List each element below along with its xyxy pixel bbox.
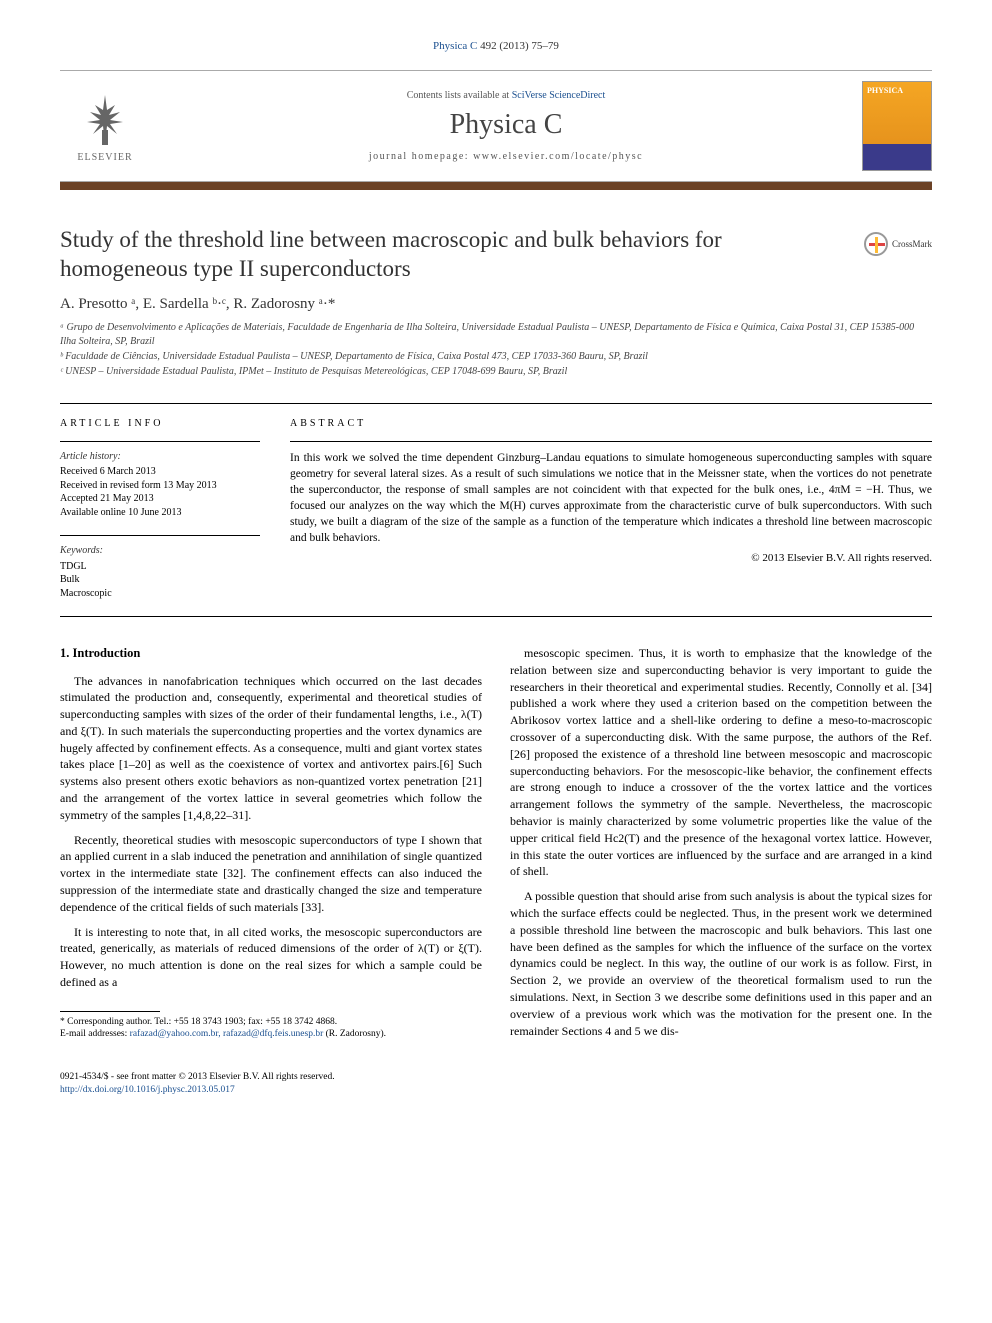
abstract-heading: ABSTRACT <box>290 418 932 429</box>
footnote-email-label: E-mail addresses: <box>60 1029 130 1039</box>
footer-issn: 0921-4534/$ - see front matter © 2013 El… <box>60 1071 932 1083</box>
header-journal-link[interactable]: Physica C <box>433 40 477 52</box>
keyword: Bulk <box>60 573 260 587</box>
affiliation: ᵇ Faculdade de Ciências, Universidade Es… <box>60 350 932 364</box>
crossmark-badge[interactable]: CrossMark <box>864 232 932 256</box>
left-column: 1. Introduction The advances in nanofabr… <box>60 645 482 1047</box>
footnote-email-attrib: (R. Zadorosny). <box>323 1029 386 1039</box>
journal-cover-thumb: PHYSICA <box>862 81 932 171</box>
body-paragraph: Recently, theoretical studies with mesos… <box>60 832 482 916</box>
cover-label: PHYSICA <box>863 82 931 99</box>
abstract: ABSTRACT In this work we solved the time… <box>290 418 932 601</box>
publisher-logo: ELSEVIER <box>60 90 150 163</box>
keyword: TDGL <box>60 560 260 574</box>
journal-name: Physica C <box>150 109 862 141</box>
history-item: Received in revised form 13 May 2013 <box>60 479 260 493</box>
corresponding-author-footnote: * Corresponding author. Tel.: +55 18 374… <box>60 1016 482 1041</box>
masthead: ELSEVIER Contents lists available at Sci… <box>60 70 932 182</box>
crossmark-label: CrossMark <box>892 239 932 249</box>
running-header: Physica C 492 (2013) 75–79 <box>60 40 932 52</box>
history-item: Accepted 21 May 2013 <box>60 492 260 506</box>
body-columns: 1. Introduction The advances in nanofabr… <box>60 645 932 1047</box>
abstract-copyright: © 2013 Elsevier B.V. All rights reserved… <box>290 552 932 564</box>
history-item: Received 6 March 2013 <box>60 465 260 479</box>
body-paragraph: A possible question that should arise fr… <box>510 888 932 1039</box>
masthead-rule <box>60 182 932 190</box>
affiliation: ᵃ Grupo de Desenvolvimento e Aplicações … <box>60 321 932 349</box>
history-item: Available online 10 June 2013 <box>60 506 260 520</box>
contents-line: Contents lists available at SciVerse Sci… <box>150 90 862 101</box>
article-info: ARTICLE INFO Article history: Received 6… <box>60 418 260 601</box>
abstract-text: In this work we solved the time dependen… <box>290 450 932 547</box>
publisher-name: ELSEVIER <box>77 152 132 163</box>
affiliation: ᶜ UNESP – Universidade Estadual Paulista… <box>60 365 932 379</box>
footnote-corr: * Corresponding author. Tel.: +55 18 374… <box>60 1016 482 1028</box>
right-column: mesoscopic specimen. Thus, it is worth t… <box>510 645 932 1047</box>
elsevier-tree-icon <box>75 90 135 150</box>
footnote-email-link[interactable]: rafazad@yahoo.com.br, rafazad@dfq.feis.u… <box>130 1029 324 1039</box>
header-citation: 492 (2013) 75–79 <box>480 40 559 52</box>
section-heading-intro: 1. Introduction <box>60 645 482 663</box>
body-paragraph: It is interesting to note that, in all c… <box>60 924 482 991</box>
sciencedirect-link[interactable]: SciVerse ScienceDirect <box>512 90 606 101</box>
journal-homepage: journal homepage: www.elsevier.com/locat… <box>150 151 862 162</box>
body-paragraph: The advances in nanofabrication techniqu… <box>60 673 482 824</box>
affiliations: ᵃ Grupo de Desenvolvimento e Aplicações … <box>60 321 932 379</box>
footer-doi-link[interactable]: http://dx.doi.org/10.1016/j.physc.2013.0… <box>60 1085 235 1095</box>
crossmark-icon <box>864 232 888 256</box>
keywords-label: Keywords: <box>60 544 260 558</box>
history-label: Article history: <box>60 450 260 464</box>
article-title: Study of the threshold line between macr… <box>60 226 820 284</box>
article-info-heading: ARTICLE INFO <box>60 418 260 429</box>
keyword: Macroscopic <box>60 587 260 601</box>
body-paragraph: mesoscopic specimen. Thus, it is worth t… <box>510 645 932 880</box>
author-list: A. Presotto ᵃ, E. Sardella ᵇ·ᶜ, R. Zador… <box>60 296 932 313</box>
page-footer: 0921-4534/$ - see front matter © 2013 El… <box>60 1071 932 1096</box>
